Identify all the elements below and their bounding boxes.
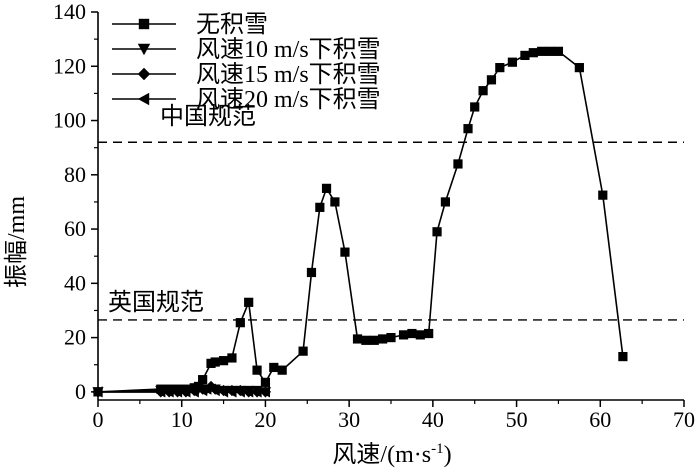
data-point <box>298 346 308 356</box>
data-point <box>507 57 517 67</box>
y-tick-label: 80 <box>64 162 86 187</box>
series-layer <box>92 46 628 398</box>
data-point <box>227 353 237 363</box>
x-tick-label: 30 <box>338 407 360 432</box>
x-tick-label: 40 <box>422 407 444 432</box>
data-point <box>369 335 379 345</box>
data-point <box>210 357 220 367</box>
y-tick-label: 20 <box>64 325 86 350</box>
data-point <box>201 383 212 395</box>
data-point <box>495 63 505 73</box>
data-point <box>574 63 584 73</box>
data-point <box>598 190 608 200</box>
x-tick-label: 70 <box>673 407 695 432</box>
data-point <box>553 46 564 56</box>
data-point <box>217 386 229 398</box>
data-point <box>545 46 555 56</box>
data-point <box>137 43 151 56</box>
x-tick-label: 20 <box>254 407 276 432</box>
data-point <box>251 386 262 398</box>
data-point <box>260 377 271 387</box>
x-axis-title-sup: -1 <box>431 441 444 457</box>
data-point <box>330 197 340 207</box>
data-point <box>226 386 237 398</box>
legend-label: 无积雪 <box>196 11 268 38</box>
legend-item: 无积雪 <box>112 11 268 38</box>
reference-line-label: 英国规范 <box>108 289 204 316</box>
data-point <box>361 335 371 345</box>
data-point <box>478 86 488 96</box>
data-point <box>340 247 350 257</box>
data-point <box>218 356 229 366</box>
data-point <box>520 50 530 61</box>
data-point <box>172 384 183 394</box>
legend-label: 风速10 m/s下积雪 <box>196 36 381 63</box>
legend-label: 风速20 m/s下积雪 <box>196 86 381 113</box>
reference-line-label: 中国规范 <box>160 103 256 130</box>
data-point <box>398 330 409 340</box>
data-point <box>193 381 204 392</box>
x-tick-label: 10 <box>171 407 193 432</box>
data-point <box>209 384 220 397</box>
data-point <box>137 92 150 106</box>
y-tick-label: 100 <box>53 108 86 133</box>
data-point <box>164 384 174 394</box>
data-point <box>378 334 388 344</box>
data-point <box>618 351 628 362</box>
data-point <box>453 159 463 169</box>
data-point <box>424 328 434 339</box>
y-tick-label: 60 <box>64 216 86 241</box>
data-point <box>181 384 191 394</box>
data-point <box>269 362 279 373</box>
data-point <box>277 365 287 375</box>
legend-item: 风速20 m/s下积雪 <box>112 86 381 113</box>
data-point <box>528 48 538 58</box>
legend-item: 风速15 m/s下积雪 <box>112 61 381 88</box>
data-point <box>234 386 245 398</box>
y-axis-title: 振幅/mm <box>3 196 30 288</box>
x-tick-label: 60 <box>589 407 611 432</box>
data-point <box>432 227 442 237</box>
data-point <box>315 202 325 212</box>
data-point <box>156 384 166 394</box>
y-tick-label: 40 <box>64 270 86 295</box>
axes: 0 10 20 30 40 50 60 70 0 20 40 60 80 100 120 140 <box>53 0 695 432</box>
data-point <box>321 183 332 193</box>
data-point <box>470 102 480 112</box>
data-point <box>306 267 317 278</box>
legend-label: 风速15 m/s下积雪 <box>196 61 381 88</box>
y-tick-label: 120 <box>53 53 86 78</box>
data-point <box>537 46 547 56</box>
x-tick-label: 0 <box>93 407 104 432</box>
y-tick-label: 140 <box>53 0 86 24</box>
data-point <box>415 330 425 340</box>
y-tick-label: 0 <box>75 379 86 404</box>
data-point <box>259 386 271 398</box>
x-axis-title-main: 风速/(m·s <box>332 441 431 468</box>
data-point <box>235 318 245 328</box>
x-axis-title: 风速/(m·s-1) <box>332 441 451 468</box>
data-point <box>407 328 417 339</box>
data-point <box>386 332 396 343</box>
x-tick-label: 50 <box>506 407 528 432</box>
legend-item: 风速10 m/s下积雪 <box>112 36 381 63</box>
data-point <box>252 365 262 375</box>
x-axis-title-close: ) <box>444 442 452 468</box>
data-point <box>138 18 150 30</box>
data-point <box>198 375 208 385</box>
data-point <box>440 197 451 207</box>
data-point <box>244 297 254 307</box>
data-point <box>463 124 473 134</box>
data-point <box>137 67 151 81</box>
data-point <box>352 334 363 344</box>
data-point <box>486 75 497 85</box>
data-point <box>243 386 254 398</box>
